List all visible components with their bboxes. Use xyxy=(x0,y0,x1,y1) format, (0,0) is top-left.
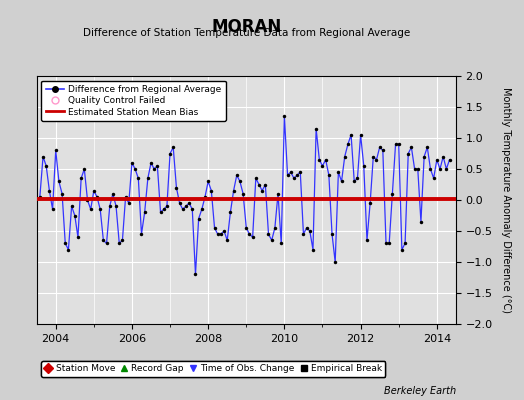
Text: MORAN: MORAN xyxy=(211,18,281,36)
Text: Difference of Station Temperature Data from Regional Average: Difference of Station Temperature Data f… xyxy=(83,28,410,38)
Y-axis label: Monthly Temperature Anomaly Difference (°C): Monthly Temperature Anomaly Difference (… xyxy=(501,87,511,313)
Text: Berkeley Earth: Berkeley Earth xyxy=(384,386,456,396)
Legend: Station Move, Record Gap, Time of Obs. Change, Empirical Break: Station Move, Record Gap, Time of Obs. C… xyxy=(41,361,386,377)
